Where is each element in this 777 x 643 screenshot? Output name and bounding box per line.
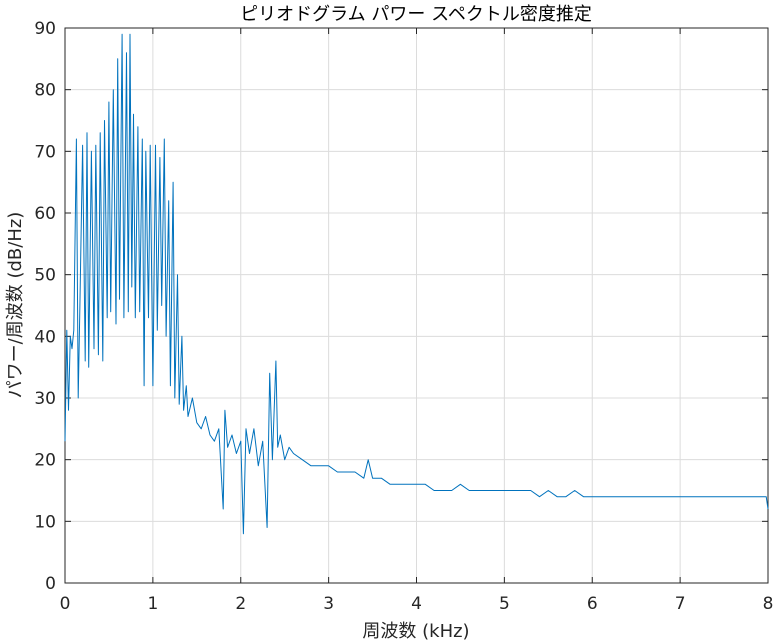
- y-tick-label: 50: [34, 266, 56, 286]
- y-tick-label: 80: [34, 81, 56, 101]
- series-group: [64, 33, 769, 535]
- y-axis-title: パワー/周波数 (dB/Hz): [5, 212, 26, 399]
- y-tick-label: 30: [34, 389, 56, 409]
- x-tick-label: 1: [147, 594, 158, 614]
- y-tick-label: 0: [45, 574, 56, 594]
- y-tick-label: 40: [34, 327, 56, 347]
- y-tick-label: 20: [34, 451, 56, 471]
- x-tick-label: 3: [323, 594, 334, 614]
- x-tick-label: 7: [675, 594, 686, 614]
- y-tick-label: 90: [34, 19, 56, 39]
- y-tick-label: 70: [34, 142, 56, 162]
- chart-title: ピリオドグラム パワー スペクトル密度推定: [240, 4, 592, 25]
- y-tick-label: 10: [34, 512, 56, 532]
- x-axis-title: 周波数 (kHz): [362, 621, 469, 642]
- x-tick-label: 0: [60, 594, 71, 614]
- x-tick-label: 5: [499, 594, 510, 614]
- x-tick-label: 4: [411, 594, 422, 614]
- psd-series-line: [64, 33, 769, 535]
- y-tick-label: 60: [34, 204, 56, 224]
- tick-marks: [64, 27, 769, 584]
- x-tick-label: 6: [587, 594, 598, 614]
- x-tick-label: 8: [763, 594, 774, 614]
- x-tick-label: 2: [235, 594, 246, 614]
